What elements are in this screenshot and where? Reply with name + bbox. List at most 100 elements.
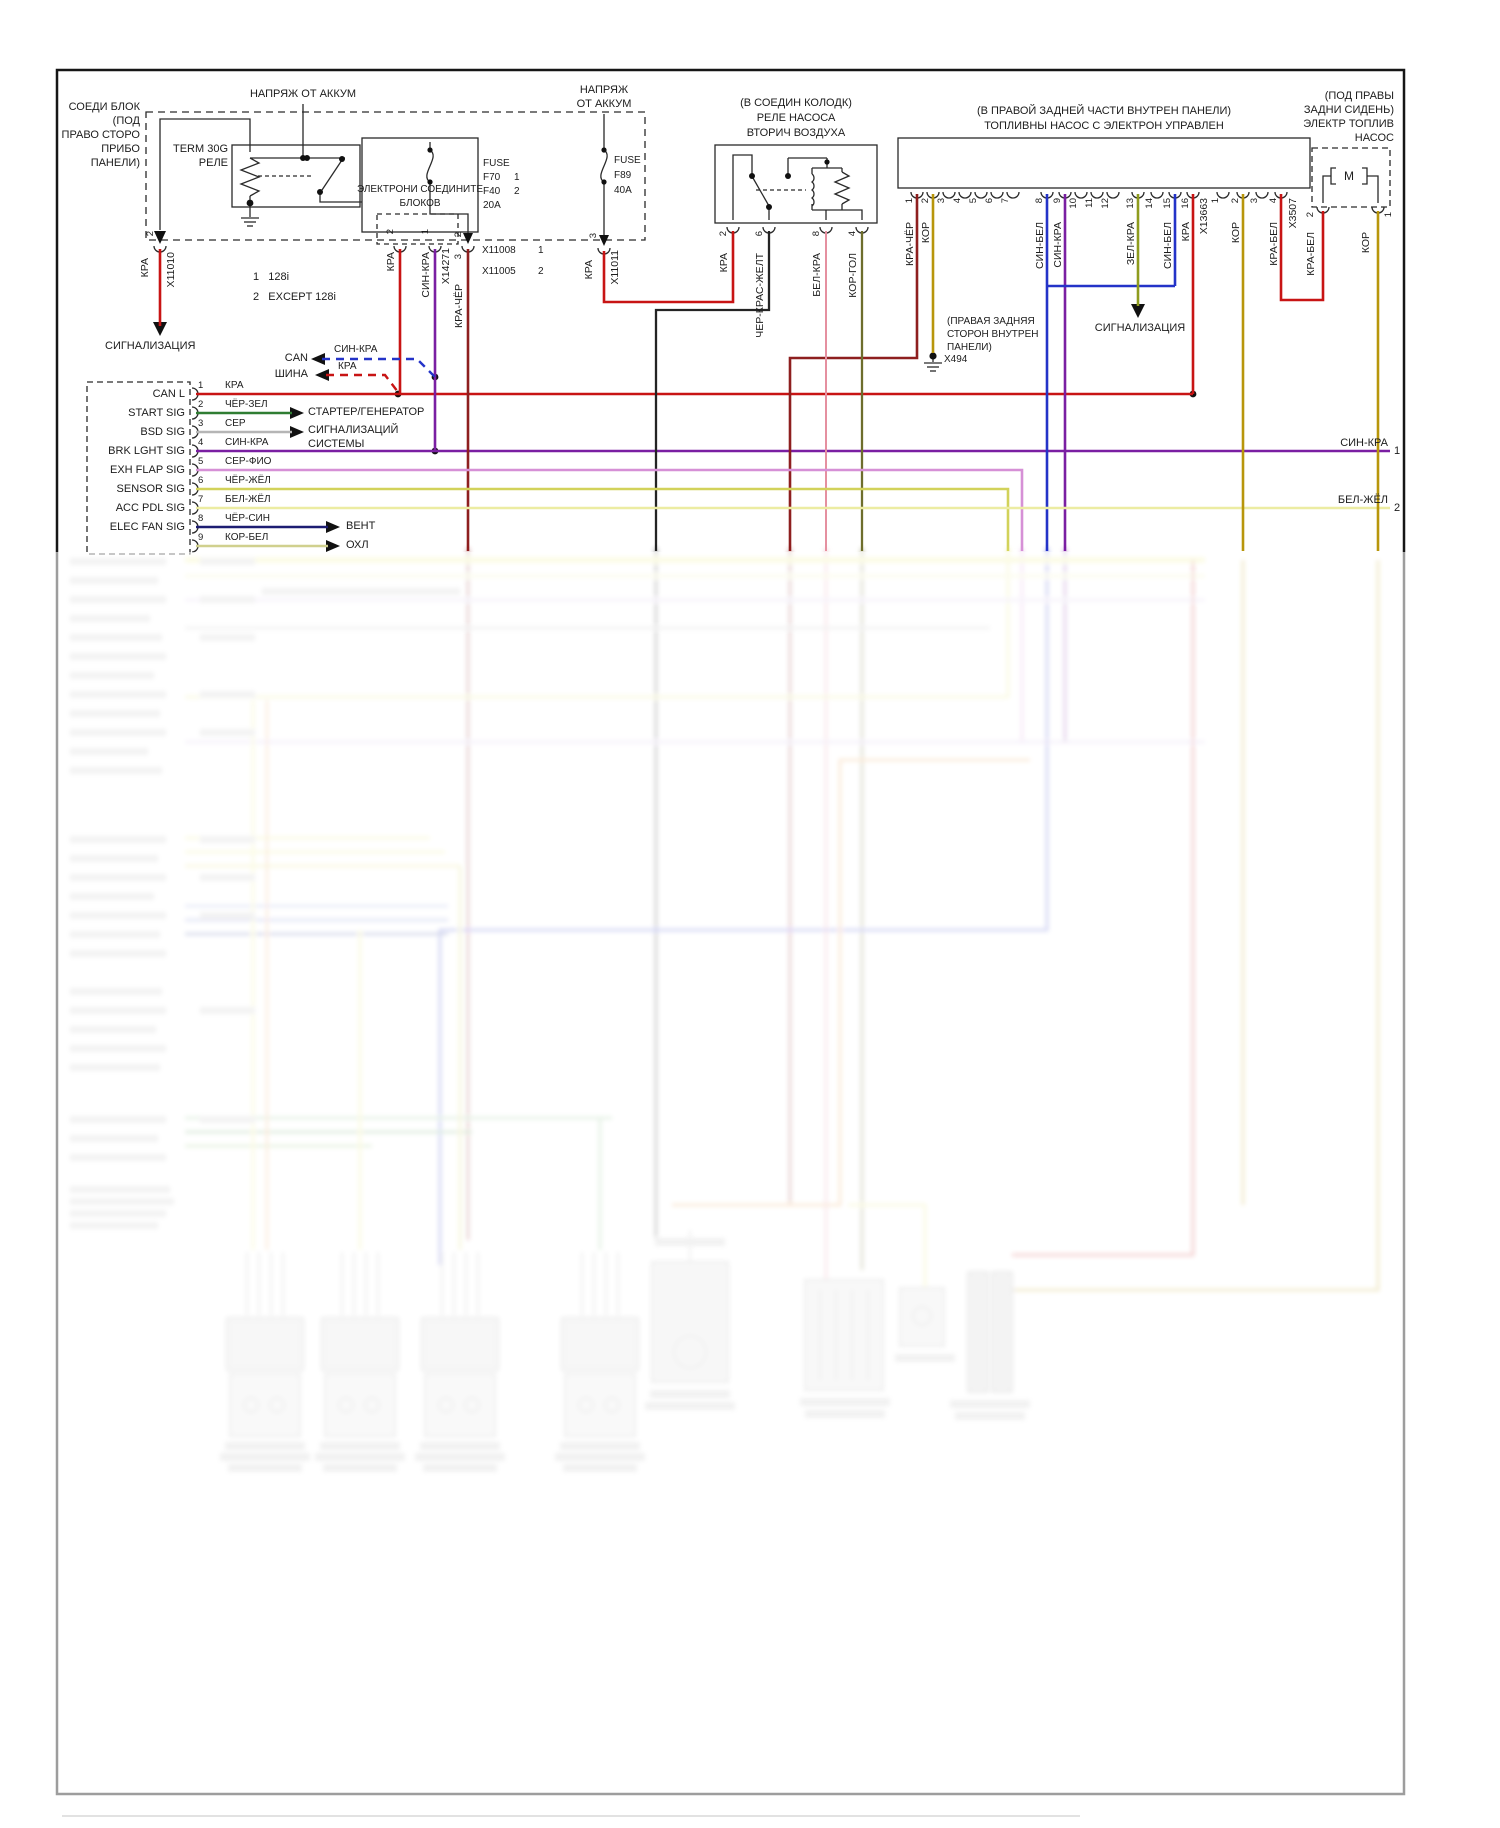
air-relay-pin6: 6	[754, 231, 765, 237]
row-signal-elecfan: ELEC FAN SIG	[109, 521, 185, 533]
can-label: CAN	[284, 352, 308, 364]
x14271-pin1: 1	[420, 229, 431, 235]
ecu-pin: 1	[904, 198, 915, 204]
row-pin: 5	[198, 456, 204, 467]
x11011-connector: X11011	[609, 250, 621, 285]
ecu-wire-kor: КОР	[920, 222, 932, 244]
junction-box-dashed-outline	[145, 111, 646, 241]
ecu-pin: 9	[1052, 198, 1063, 204]
term30g-relay-box	[231, 144, 361, 208]
pump-wire-krabel: КРА-БЕЛ	[1305, 232, 1317, 276]
ecu-title: (В ПРАВОЙ ЗАДНЕЙ ЧАСТИ ВНУТРЕН ПАНЕЛИ)	[976, 105, 1232, 117]
pump-location: (ПОД ПРАВЫ	[1324, 90, 1394, 102]
can-wire-sinkra: СИН-КРА	[334, 344, 378, 355]
row-pin: 8	[198, 513, 204, 524]
row-signal-canl: CAN L	[152, 388, 185, 400]
x494-location: СТОРОН ВНУТРЕН	[947, 329, 1039, 340]
ecu-signalization-dest: СИГНАЛИЗАЦИЯ	[1094, 322, 1186, 334]
air-relay-wire-kra: КРА	[718, 253, 730, 273]
x11005-note: 2	[538, 266, 544, 277]
x494-label: X494	[944, 354, 968, 365]
air-relay-wire-korgol: КОР-ГОЛ	[847, 253, 859, 298]
x11010-wire: КРА	[139, 258, 151, 278]
row-pin: 4	[198, 437, 204, 448]
row-wire: КОР-БЕЛ	[225, 532, 269, 543]
ecu-pin: 12	[1100, 198, 1111, 209]
x11010-connector: X11010	[165, 252, 177, 288]
exit-num-1: 1	[1394, 445, 1401, 457]
fuse-f89	[600, 149, 608, 183]
ecu-pin: 5	[968, 198, 979, 204]
x11005-pin: 3	[453, 254, 464, 260]
row-signal-accpdl: ACC PDL SIG	[115, 502, 185, 514]
ecu-wire-sinbel2: СИН-БЕЛ	[1162, 222, 1174, 269]
can-bus-label: ШИНА	[274, 368, 308, 380]
x3507-pin: 3	[1249, 198, 1260, 204]
ecu-pin: 8	[1034, 198, 1045, 204]
wire-kra-cher: КРА-ЧЁР	[453, 284, 465, 328]
fuel-pump-dashed-box	[1311, 147, 1391, 208]
battery-feed-label: НАПРЯЖ ОТ АККУМ	[249, 88, 357, 100]
air-relay-wire-belkra: БЕЛ-КРА	[811, 253, 823, 297]
x11011-wire: КРА	[583, 260, 595, 280]
row-pin: 7	[198, 494, 204, 505]
exit-wire-belzhel: БЕЛ-ЖЁЛ	[1337, 494, 1388, 506]
ecu-wire-zelkra: ЗЕЛ-КРА	[1125, 222, 1137, 266]
ecu-pin: 15	[1162, 198, 1173, 209]
air-relay-title: (В СОЕДИН КОЛОДК)	[740, 97, 852, 109]
row-pin: 2	[198, 399, 204, 410]
air-relay-title: РЕЛЕ НАСОСА	[756, 112, 836, 124]
relay-coil	[239, 157, 261, 197]
blokov-connector-dashed	[376, 213, 459, 245]
x11008-pin: 2	[453, 232, 464, 238]
x3507-pin: 4	[1268, 198, 1279, 204]
ecu-pin: 7	[1000, 198, 1011, 204]
fuse-f70	[426, 149, 434, 183]
ecu-pin: 2	[920, 198, 931, 204]
battery-feed2-label: НАПРЯЖ	[579, 84, 629, 96]
air-relay-pin2: 2	[718, 231, 729, 237]
ecu-wire-sinkra: СИН-КРА	[1052, 222, 1064, 268]
row-signal-sensor: SENSOR SIG	[116, 483, 185, 495]
x494-location: (ПРАВАЯ ЗАДНЯЯ	[947, 316, 1035, 327]
electronics-box-label: ЭЛЕКТРОНИ СОЕДИНИТЕ	[356, 184, 484, 195]
junction-box-location: ПАНЕЛИ)	[90, 157, 140, 169]
pump-location: НАСОС	[1354, 132, 1394, 144]
fuse2-label: FUSE	[614, 155, 641, 166]
ecu-pin: 4	[952, 198, 963, 204]
ecu-pin: 14	[1144, 198, 1155, 209]
row-wire: СЕР	[225, 418, 246, 429]
row-pin: 3	[198, 418, 204, 429]
junction-box-location: ПРИБО	[101, 143, 140, 155]
ecu-wire-sinbel: СИН-БЕЛ	[1034, 222, 1046, 269]
air-pump-relay-box	[714, 144, 878, 224]
exit-num-2: 2	[1394, 502, 1401, 514]
pump-location: ЭЛЕКТР ТОПЛИВ	[1303, 118, 1394, 130]
row-wire: ЧЁР-ЗЕЛ	[225, 399, 268, 410]
ecu-title: ТОПЛИВНЫ НАСОС С ЭЛЕКТРОН УПРАВЛЕН	[984, 120, 1224, 132]
pump-pin1: 1	[1383, 212, 1394, 218]
air-relay-title: ВТОРИЧ ВОЗДУХА	[746, 127, 846, 139]
can-wire-kra: КРА	[338, 361, 357, 372]
x11008-connector: X11008	[482, 245, 516, 256]
junction-box-location: (ПОД	[112, 115, 140, 127]
row-signal-start: START SIG	[128, 407, 185, 419]
electronics-box-label: БЛОКОВ	[399, 198, 441, 209]
ecu-connector-x13663: X13663	[1198, 198, 1210, 235]
x11011-pin: 3	[588, 233, 599, 239]
dest-signalization-system: СИСТЕМЫ	[308, 438, 365, 450]
fuse1-note1: 1	[514, 172, 520, 183]
motor-symbol: М	[1344, 169, 1354, 183]
ecu-pin: 3	[936, 198, 947, 204]
pump-wire-kor: КОР	[1360, 232, 1372, 254]
x11010-pin: 2	[145, 231, 156, 237]
x11008-note: 1	[538, 245, 544, 256]
fuse1-note2: 2	[514, 186, 520, 197]
exit-wire-sinkra: СИН-КРА	[1340, 437, 1388, 449]
relay-coil-2	[810, 173, 815, 207]
fuse1-f70: F70	[483, 172, 501, 183]
fuse1-amps: 20A	[483, 200, 501, 211]
ecu-pin: 10	[1068, 198, 1079, 209]
